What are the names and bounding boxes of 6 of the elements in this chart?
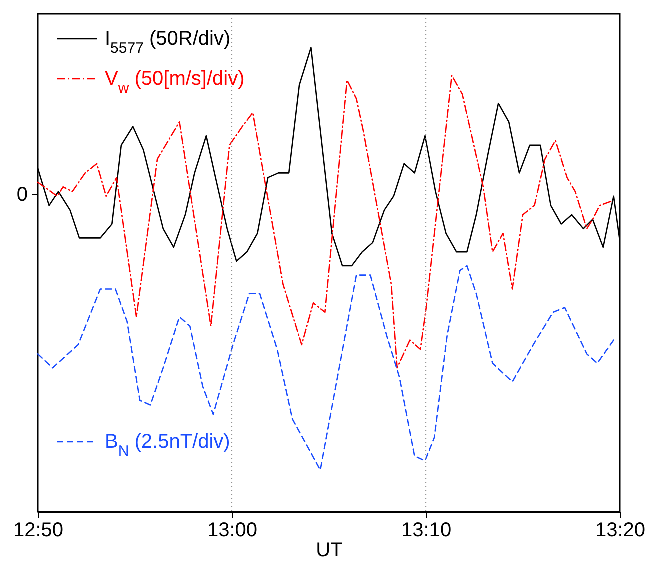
text: 0: [16, 184, 28, 206]
x-axis-title: UT: [316, 540, 343, 562]
x-tick-label: 13:00: [208, 520, 258, 542]
x-tick-label: 13:20: [595, 520, 646, 542]
x-tick-label: 12:50: [13, 520, 64, 542]
x-tick-label: 13:10: [402, 520, 452, 542]
